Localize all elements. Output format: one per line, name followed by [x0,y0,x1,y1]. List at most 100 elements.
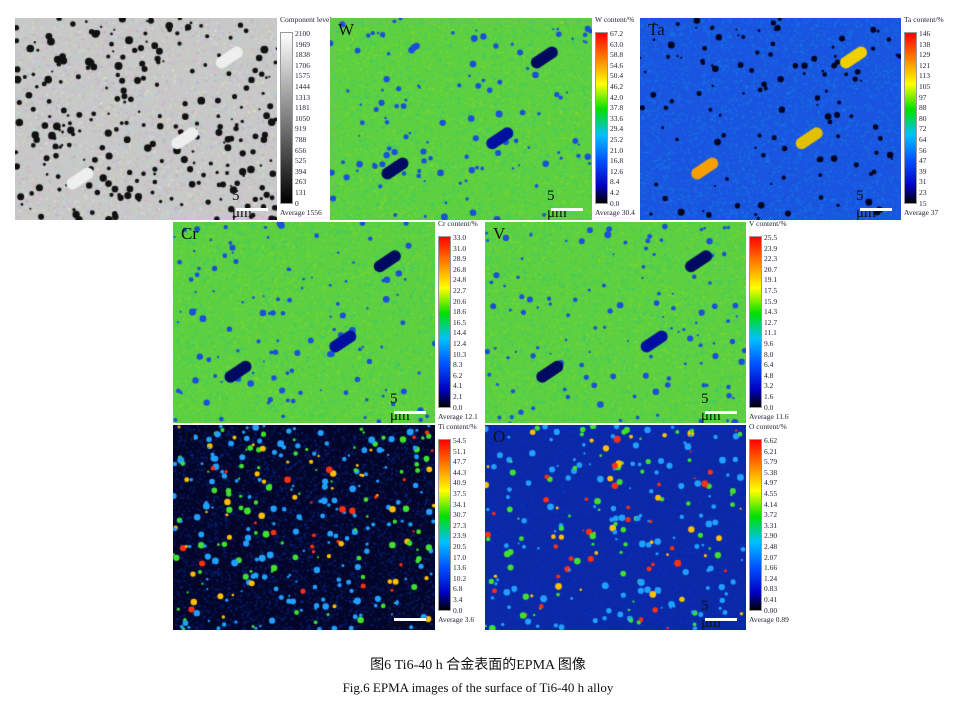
colorbar-tick: 1.66 [764,563,778,573]
element-label: Cr [181,224,198,243]
colorbar-tick: 27.3 [453,520,467,530]
colorbar-tick: 46.2 [610,82,624,91]
colorbar-tick: 129 [919,50,931,60]
colorbar-tick: 21.0 [610,145,624,155]
colorbar-tick: 31.0 [453,243,467,253]
colorbar-tick: 4.8 [764,370,774,380]
colorbar-tick: 25.5 [764,233,778,242]
scale-line [394,411,426,414]
scale-label: 5 μm [701,391,721,424]
colorbar-tick: 23.9 [453,531,467,541]
colorbar-tick: 56 [919,145,927,155]
colorbar-tick: 31 [919,177,927,187]
scale-bar: 5 μm [856,188,892,222]
colorbar-tick: 1838 [295,50,310,60]
colorbar-tick: 10.2 [453,573,467,583]
colorbar-tick: 25.2 [610,135,624,144]
scale-line [705,411,737,414]
colorbar-tick: 3.4 [453,595,463,604]
colorbar-tick: 919 [295,124,307,134]
colorbar-tick: 788 [295,135,307,144]
colorbar-tick: 263 [295,177,307,187]
scale-label: 5 μm [390,598,410,631]
map-image-W [330,18,592,220]
colorbar-tick: 8.4 [610,177,620,187]
colorbar-tick: 131 [295,188,307,197]
colorbar-title: V content/% [749,219,787,228]
colorbar-tick: 72 [919,124,927,134]
colorbar-tick: 33.0 [453,233,467,242]
colorbar-tick: 121 [919,60,931,70]
scale-line [394,618,426,621]
colorbar-tick: 3.2 [764,381,774,391]
map-image-Ta [640,18,901,220]
colorbar-title: Component level [280,15,332,24]
colorbar-tick: 54.6 [610,60,624,70]
colorbar-tick: 14.3 [764,307,778,317]
colorbar-tick: 0.0 [610,198,620,208]
colorbar-tick: 5.38 [764,467,778,477]
map-image-O [485,425,746,630]
colorbar-tick: 0.83 [764,584,778,594]
colorbar-tick: 97 [919,92,927,102]
map-image-V [485,222,746,423]
scale-line [705,618,737,621]
colorbar-tick: 4.97 [764,478,778,488]
colorbar-tick: 5.79 [764,457,778,467]
colorbar-tick: 8.0 [764,349,774,359]
colorbar-tick: 146 [919,29,931,38]
colorbar-gradient [595,32,608,204]
map-image-component [15,18,277,220]
colorbar-tick: 0.0 [453,402,463,412]
colorbar-tick: 12.6 [610,166,624,176]
colorbar-tick: 113 [919,71,930,81]
colorbar-tick: 22.7 [453,286,467,295]
colorbar-tick: 16.8 [610,156,624,166]
average-value: Average 3.6 [438,615,475,624]
colorbar-tick: 63.0 [610,39,624,49]
scale-line [236,208,268,211]
scale-line [551,208,583,211]
colorbar-tick: 47.7 [453,457,467,467]
colorbar-tick: 0.0 [764,402,774,412]
colorbar-tick: 4.1 [453,381,463,391]
scale-line [860,208,892,211]
colorbar-tick: 28.9 [453,254,467,264]
colorbar-tick: 20.6 [453,296,467,306]
colorbar-title: W content/% [595,15,635,24]
colorbar-tick: 29.4 [610,124,624,134]
caption-english: Fig.6 EPMA images of the surface of Ti6-… [342,680,614,695]
colorbar-tick: 17.5 [764,286,778,295]
colorbar-tick: 138 [919,39,931,49]
average-value: Average 30.4 [595,208,635,217]
colorbar-title: Cr content/% [438,219,478,228]
colorbar-tick: 40.9 [453,478,467,488]
colorbar-tick: 4.14 [764,499,778,509]
scale-label: 5 μm [701,598,721,631]
scale-label: 5 μm [390,391,410,424]
scale-bar: 5 μm [547,188,583,222]
colorbar-tick: 20.5 [453,542,467,551]
colorbar-tick: 4.55 [764,489,778,498]
colorbar-tick: 11.1 [764,328,777,338]
element-label: W [338,20,355,39]
colorbar-tick: 0.0 [453,605,463,615]
colorbar-tick: 3.72 [764,510,778,520]
colorbar-gradient [749,439,762,611]
colorbar-tick: 105 [919,82,931,91]
colorbar-tick: 23.9 [764,243,778,253]
colorbar-tick: 15 [919,198,927,208]
colorbar-tick: 656 [295,145,307,155]
colorbar-tick: 525 [295,156,307,166]
colorbar-tick: 6.21 [764,446,778,456]
colorbar-tick: 34.1 [453,499,467,509]
colorbar-gradient [904,32,917,204]
element-label: O [493,427,506,446]
colorbar-tick: 37.8 [610,103,624,113]
element-label: V [493,224,506,243]
colorbar-tick: 1050 [295,113,310,123]
colorbar-tick: 67.2 [610,29,624,38]
colorbar-tick: 3.31 [764,520,778,530]
scale-label: 5 μm [547,188,567,221]
colorbar-tick: 1706 [295,60,310,70]
